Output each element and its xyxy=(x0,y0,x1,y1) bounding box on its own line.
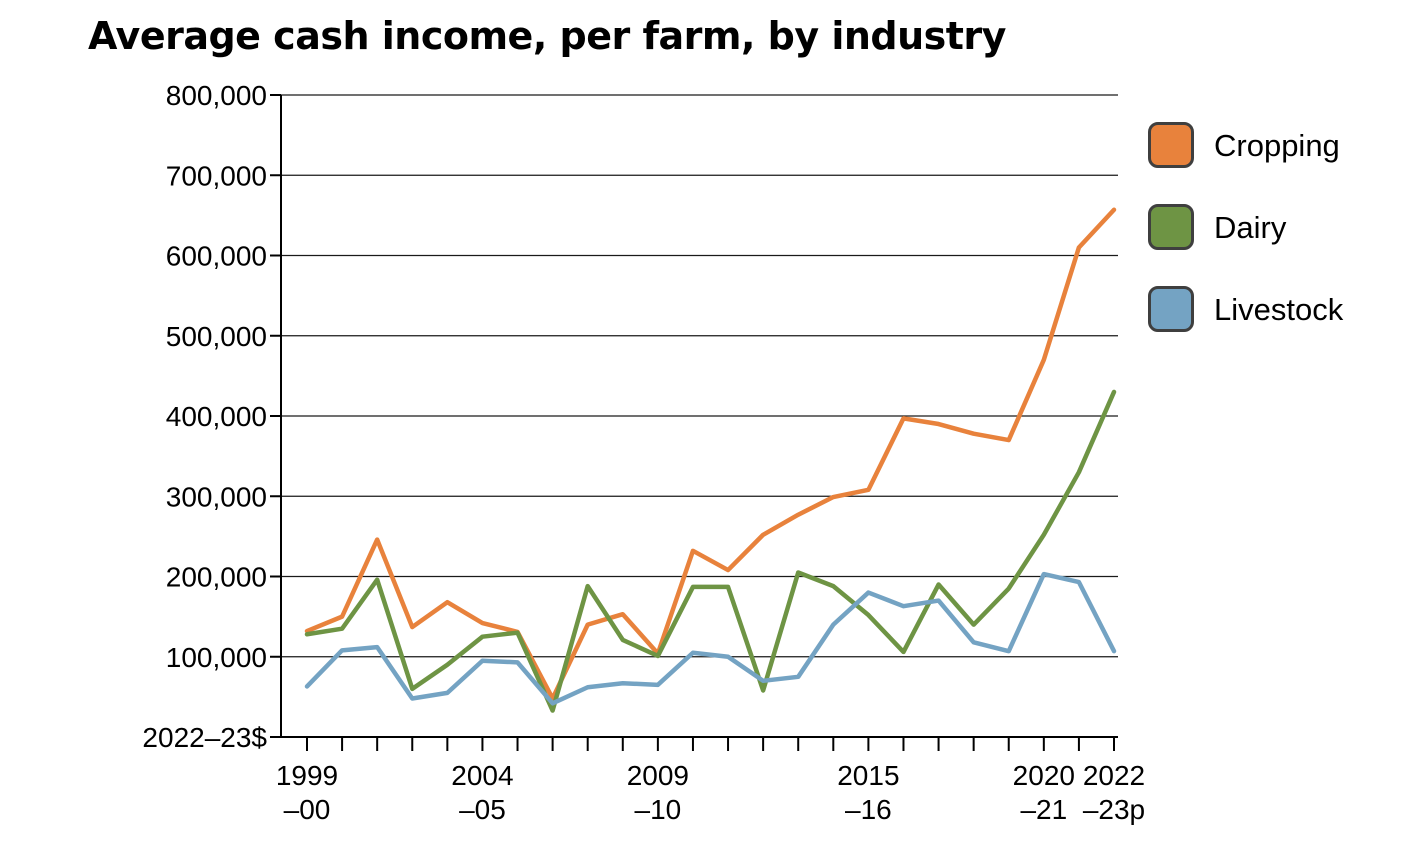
x-tick-label: –10 xyxy=(635,794,682,825)
y-tick-label: 800,000 xyxy=(166,80,267,111)
series-line-dairy xyxy=(304,389,1117,713)
legend: Cropping Dairy Livestock xyxy=(1148,122,1343,368)
y-tick-label: 100,000 xyxy=(166,642,267,673)
y-tick-label: 600,000 xyxy=(166,241,267,272)
x-tick-label: 2022 xyxy=(1083,760,1145,791)
x-tick-label: –00 xyxy=(284,794,331,825)
x-tick-label: 2015 xyxy=(837,760,899,791)
legend-label-cropping: Cropping xyxy=(1214,127,1340,163)
x-tick-label: –16 xyxy=(845,794,892,825)
legend-item-livestock: Livestock xyxy=(1148,286,1343,332)
y-tick-label: 200,000 xyxy=(166,562,267,593)
legend-swatch-livestock xyxy=(1148,286,1194,332)
y-tick-label: 500,000 xyxy=(166,321,267,352)
x-tick-label: 2009 xyxy=(627,760,689,791)
legend-item-cropping: Cropping xyxy=(1148,122,1343,168)
legend-label-livestock: Livestock xyxy=(1214,291,1344,327)
legend-swatch-dairy xyxy=(1148,204,1194,250)
gridlines xyxy=(281,94,1118,658)
series-line-cropping xyxy=(304,207,1117,701)
y-tick-label: 400,000 xyxy=(166,401,267,432)
x-tick-label: 1999 xyxy=(276,760,338,791)
x-tick-label: –23p xyxy=(1083,794,1145,825)
y-tick-label: 300,000 xyxy=(166,481,267,512)
axes xyxy=(270,94,1118,751)
legend-label-dairy: Dairy xyxy=(1214,209,1287,245)
x-tick-label: –21 xyxy=(1020,794,1067,825)
x-tick-label: –05 xyxy=(459,794,506,825)
legend-item-dairy: Dairy xyxy=(1148,204,1343,250)
series-line-livestock xyxy=(304,571,1117,706)
series-lines xyxy=(304,207,1117,713)
chart-title: Average cash income, per farm, by indust… xyxy=(88,14,1006,58)
x-tick-label: 2020 xyxy=(1013,760,1075,791)
x-tick-label: 2004 xyxy=(451,760,513,791)
y-axis-units-label: 2022–23$ xyxy=(142,722,267,753)
legend-swatch-cropping xyxy=(1148,122,1194,168)
y-tick-label: 700,000 xyxy=(166,160,267,191)
